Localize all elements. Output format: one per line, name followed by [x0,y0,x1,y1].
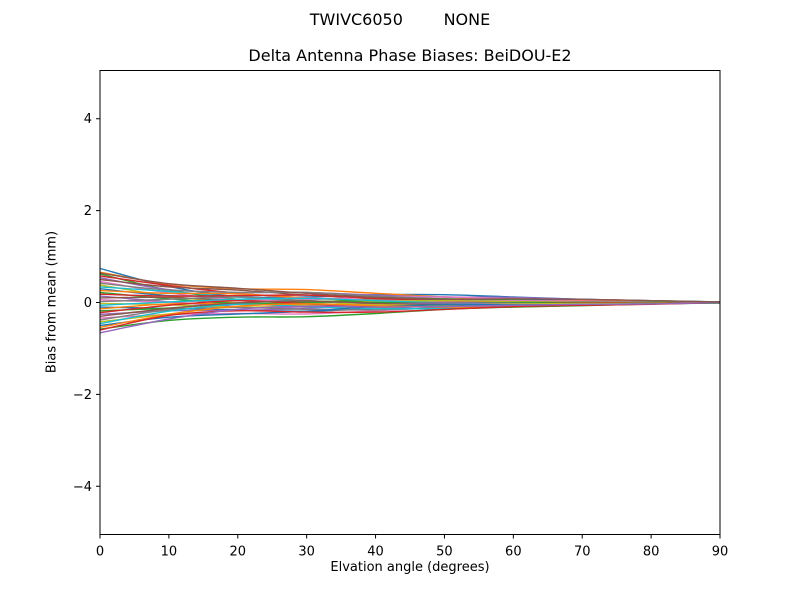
x-tick-label: 10 [161,545,178,560]
series-line [99,301,721,334]
y-tick-label: 0 [84,296,92,311]
x-tick-label: 60 [505,545,522,560]
y-tick-label: 4 [84,112,92,127]
x-tick-label: 90 [712,545,729,560]
x-tick-label: 30 [298,545,315,560]
x-tick-label: 50 [436,545,453,560]
series-line [99,272,721,303]
x-tick-label: 40 [367,545,384,560]
y-tick-label: 2 [84,204,92,219]
x-tick-label: 0 [96,545,104,560]
y-tick-label: −2 [73,388,92,403]
y-axis-label: Bias from mean (mm) [44,230,60,374]
figure-suptitle: TWIVC6050 NONE [309,10,491,29]
x-axis-label: Elvation angle (degrees) [330,560,490,575]
x-tick-label: 80 [643,545,660,560]
y-tick-label: −4 [73,480,92,495]
axes-title: Delta Antenna Phase Biases: BeiDOU-E2 [248,46,572,65]
x-tick-label: 70 [574,545,591,560]
x-tick-label: 20 [230,545,247,560]
